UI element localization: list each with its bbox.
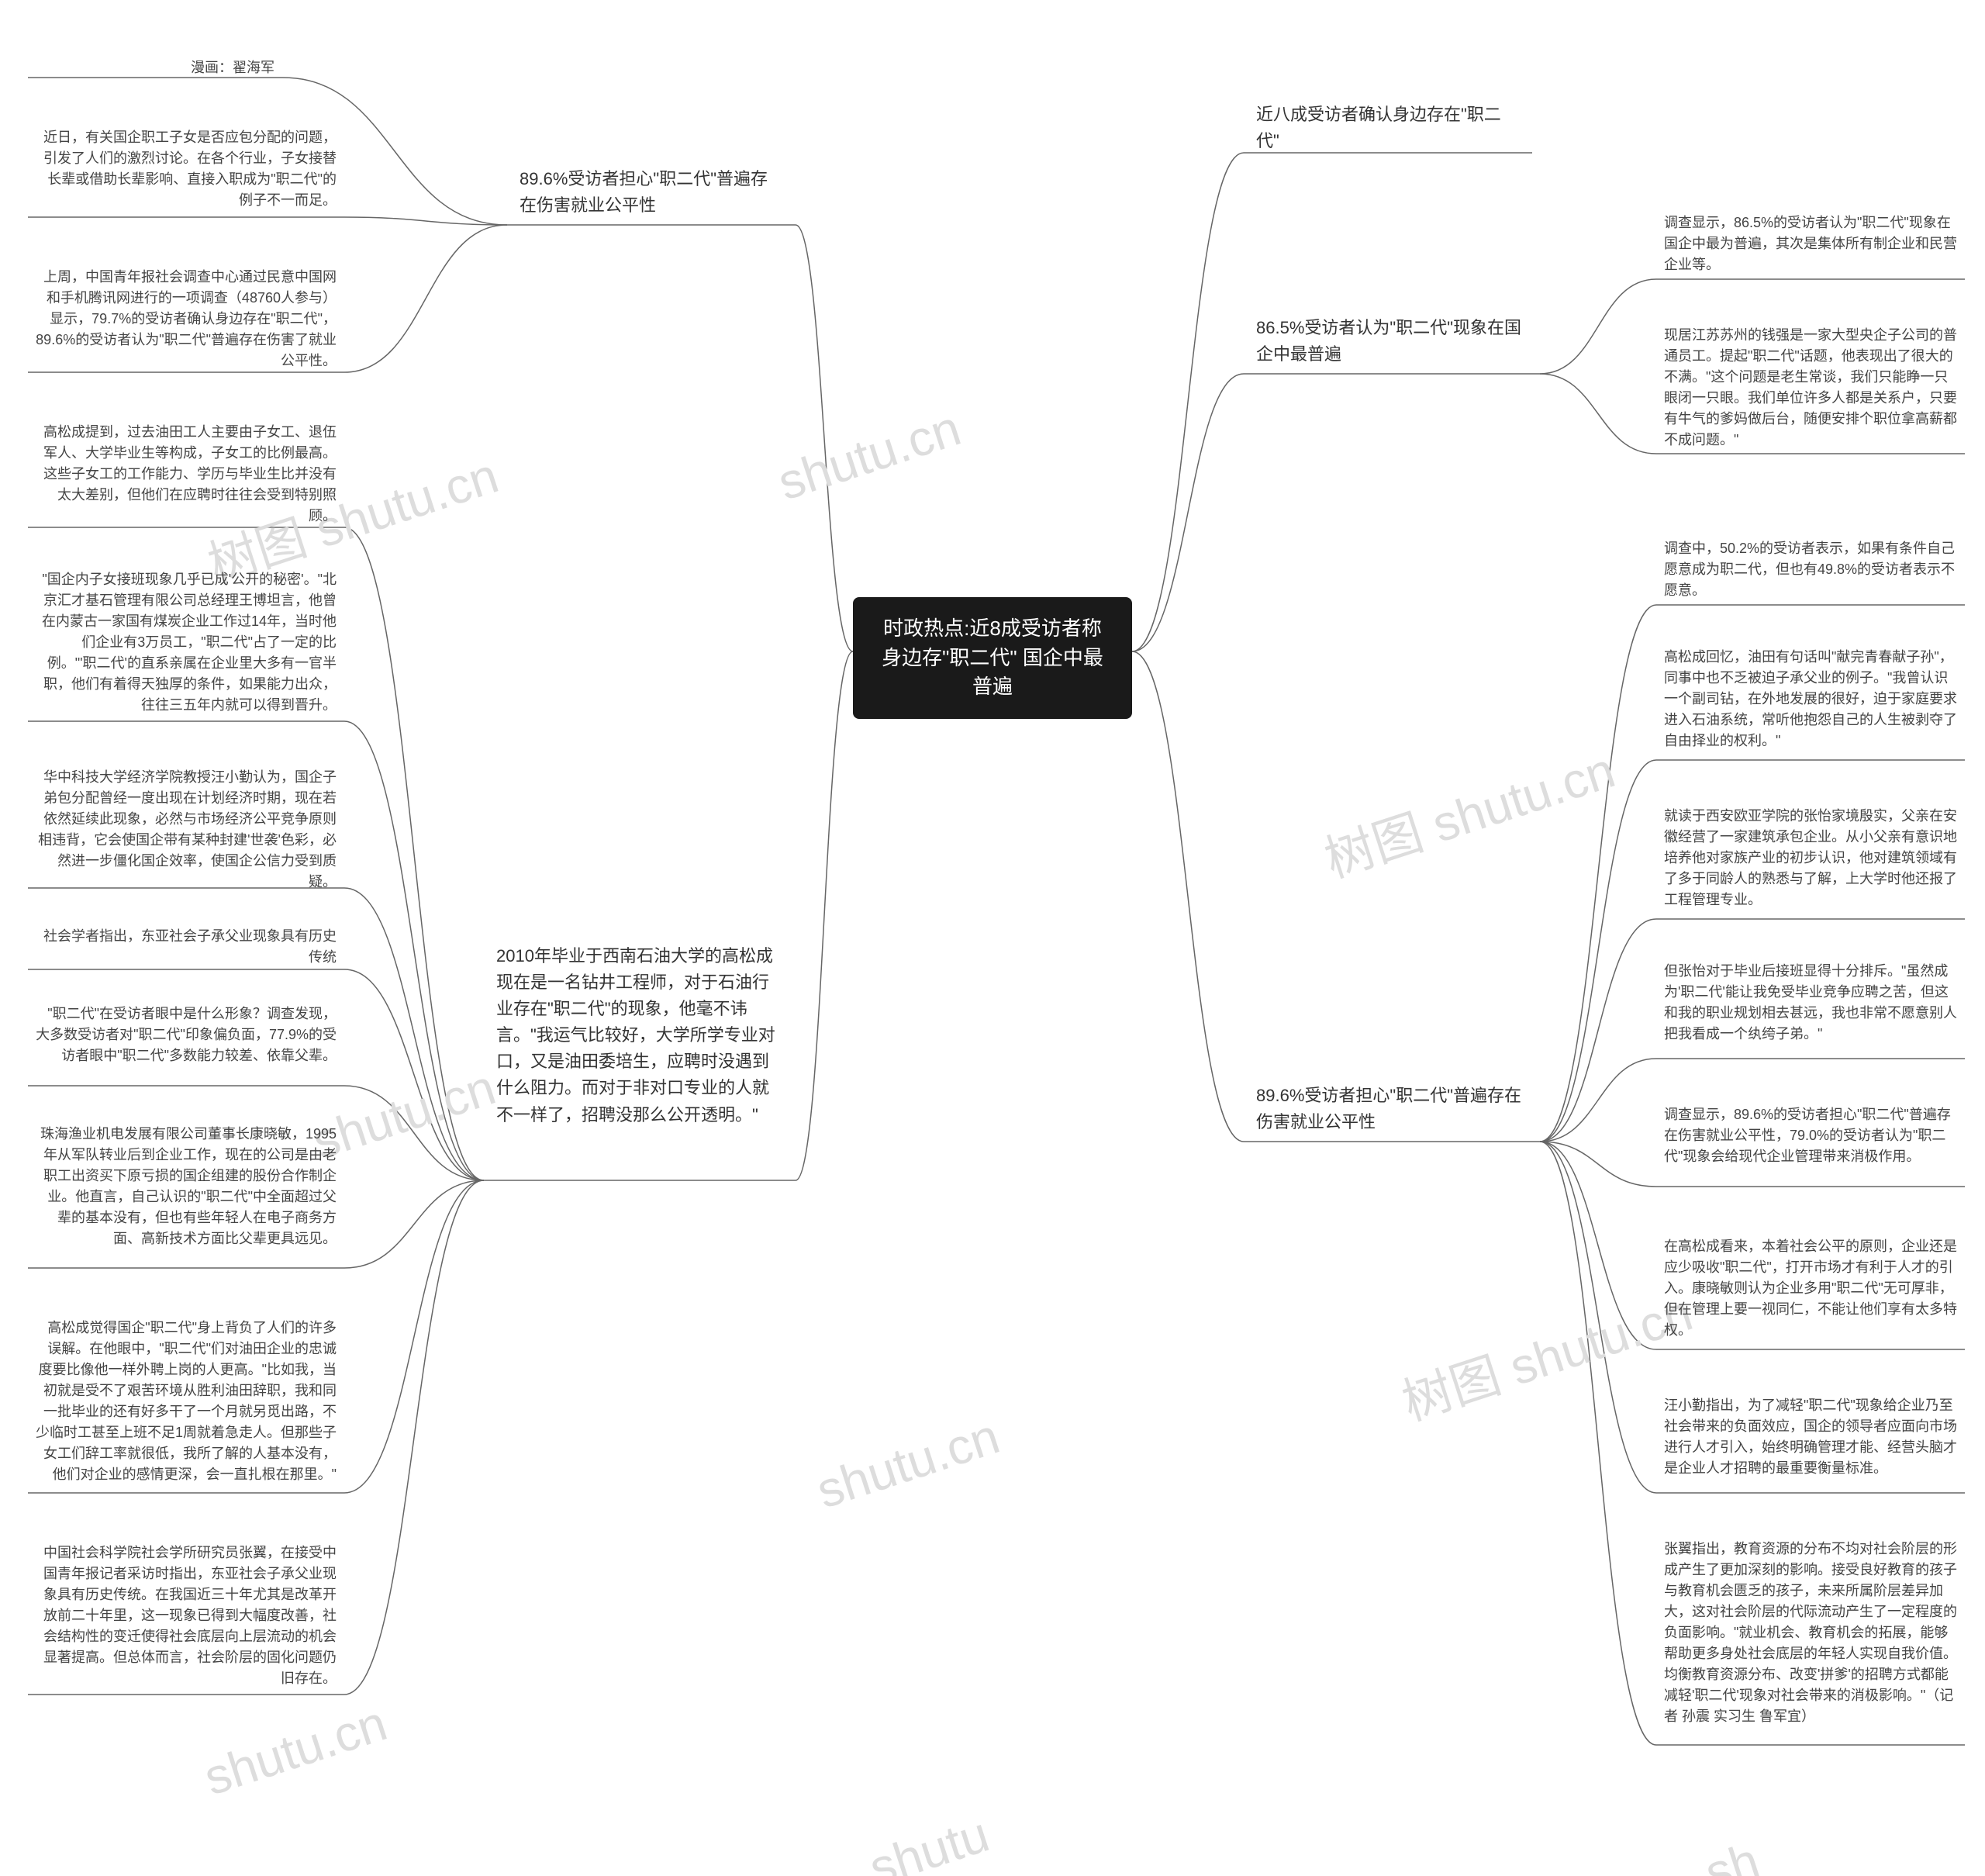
left-leaf: 高松成觉得国企"职二代"身上背负了人们的许多误解。在他眼中，"职二代"们对油田企… [31, 1315, 341, 1488]
left-leaf: 华中科技大学经济学院教授汪小勤认为，国企子弟包分配曾经一度出现在计划经济时期，现… [31, 764, 341, 896]
right-leaf: 张翼指出，教育资源的分布不均对社会阶层的形成产生了更加深刻的影响。接受良好教育的… [1659, 1536, 1962, 1730]
right-leaf: 但张怡对于毕业后接班显得十分排斥。"虽然成为'职二代'能让我免受毕业竞争应聘之苦… [1659, 958, 1962, 1048]
right-leaf: 汪小勤指出，为了减轻"职二代"现象给企业乃至社会带来的负面效应，国企的领导者应面… [1659, 1392, 1962, 1482]
watermark: shutu.cn [810, 1407, 1006, 1519]
right-leaf: 现居江苏苏州的钱强是一家大型央企子公司的普通员工。提起"职二代"话题，他表现出了… [1659, 322, 1962, 454]
center-topic: 时政热点:近8成受访者称身边存"职二代" 国企中最普遍 [853, 597, 1132, 719]
right-branch: 近八成受访者确认身边存在"职二代" [1248, 97, 1528, 159]
watermark: 树图 shutu.cn [1392, 1273, 1700, 1434]
watermark: 树图 shutu.cn [1314, 731, 1622, 891]
watermark: shutu [862, 1805, 996, 1876]
left-leaf: 珠海渔业机电发展有限公司董事长康晓敏，1995年从军队转业后到企业工作，现在的公… [31, 1121, 341, 1252]
left-leaf: "国企内子女接班现象几乎已成'公开的秘密'。"北京汇才基石管理有限公司总经理王博… [31, 566, 341, 719]
left-leaf: 漫画：翟海军 [31, 54, 279, 81]
left-branch: 2010年毕业于西南石油大学的高松成现在是一名钻井工程师，对于石油行业存在"职二… [488, 938, 791, 1133]
right-leaf: 调查显示，89.6%的受访者担心"职二代"普遍存在伤害就业公平性，79.0%的受… [1659, 1101, 1962, 1170]
right-leaf: 调查显示，86.5%的受访者认为"职二代"现象在国企中最为普遍，其次是集体所有制… [1659, 209, 1962, 278]
right-leaf: 调查中，50.2%的受访者表示，如果有条件自己愿意成为职二代，但也有49.8%的… [1659, 535, 1962, 604]
left-leaf: 高松成提到，过去油田工人主要由子女工、退伍军人、大学毕业生等构成，子女工的比例最… [31, 419, 341, 530]
right-leaf: 高松成回忆，油田有句话叫"献完青春献子孙"，同事中也不乏被迫子承父业的例子。"我… [1659, 644, 1962, 755]
right-leaf: 就读于西安欧亚学院的张怡家境殷实，父亲在安徽经营了一家建筑承包企业。从小父亲有意… [1659, 803, 1962, 914]
left-leaf: 社会学者指出，东亚社会子承父业现象具有历史传统 [31, 923, 341, 971]
left-branch: 89.6%受访者担心"职二代"普遍存在伤害就业公平性 [512, 161, 791, 223]
right-leaf: 在高松成看来，本着社会公平的原则，企业还是应少吸收"职二代"，打开市场才有利于人… [1659, 1233, 1962, 1344]
left-leaf: 中国社会科学院社会学所研究员张翼，在接受中国青年报记者采访时指出，东亚社会子承父… [31, 1539, 341, 1692]
left-leaf: 近日，有关国企职工子女是否应包分配的问题，引发了人们的激烈讨论。在各个行业，子女… [31, 124, 341, 214]
watermark: sh [1698, 1831, 1766, 1876]
right-branch: 86.5%受访者认为"职二代"现象在国企中最普遍 [1248, 310, 1535, 372]
watermark: shutu.cn [771, 399, 967, 511]
left-leaf: "职二代"在受访者眼中是什么形象？调查发现，大多数受访者对"职二代"印象偏负面，… [31, 1000, 341, 1069]
left-leaf: 上周，中国青年报社会调查中心通过民意中国网和手机腾讯网进行的一项调查（48760… [31, 264, 341, 375]
watermark: shutu.cn [197, 1694, 393, 1806]
right-branch: 89.6%受访者担心"职二代"普遍存在伤害就业公平性 [1248, 1078, 1535, 1140]
